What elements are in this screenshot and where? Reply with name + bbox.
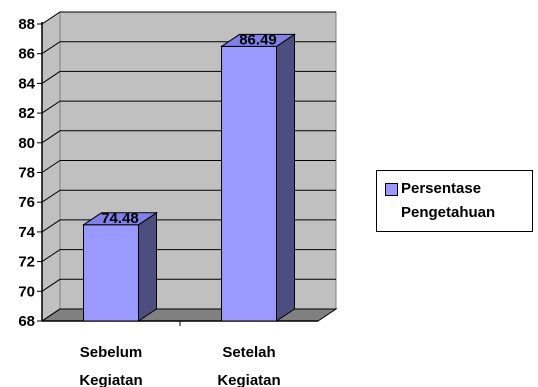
bar — [81, 211, 159, 322]
legend: Persentase Pengetahuan — [376, 170, 533, 232]
gridline — [41, 11, 336, 25]
x-axis-categories: Sebelum Kegiatan Setelah Kegiatan — [79, 344, 280, 387]
bar-front — [83, 224, 139, 322]
bar-side — [138, 211, 157, 322]
bars — [81, 33, 297, 322]
y-tick-label: 80 — [18, 135, 35, 152]
y-tick-label: 82 — [18, 105, 35, 122]
data-labels: 74.48 86.49 — [101, 31, 277, 226]
bar-top — [81, 212, 159, 226]
y-tick-label: 76 — [18, 194, 35, 211]
x-category-label: Kegiatan — [79, 372, 142, 387]
data-label: 86.49 — [239, 31, 277, 48]
y-tick-label: 70 — [18, 283, 35, 300]
y-axis-ticks: 68 70 72 74 76 78 80 82 84 86 88 — [18, 16, 35, 330]
y-tick-label: 86 — [18, 46, 35, 63]
x-category-label: Kegiatan — [217, 372, 280, 387]
x-category-label: Sebelum — [80, 344, 143, 361]
bar — [219, 33, 297, 322]
legend-swatch — [385, 183, 398, 196]
legend-label-line-1: Persentase — [401, 180, 482, 197]
y-tick-label: 84 — [18, 75, 35, 92]
data-label: 74.48 — [101, 210, 139, 227]
legend-label-line-2: Pengetahuan — [401, 204, 496, 221]
y-tick-label: 74 — [18, 224, 35, 241]
bar-top — [219, 33, 297, 47]
x-category-label: Setelah — [222, 344, 275, 361]
y-tick-label: 78 — [18, 165, 35, 182]
bar-front — [221, 45, 277, 322]
y-tick-label: 88 — [18, 16, 35, 33]
y-tick-label: 68 — [18, 313, 35, 330]
bar-side — [276, 33, 295, 322]
legend-label: Persentase Pengetahuan — [401, 177, 531, 225]
y-tick-label: 72 — [18, 254, 35, 271]
